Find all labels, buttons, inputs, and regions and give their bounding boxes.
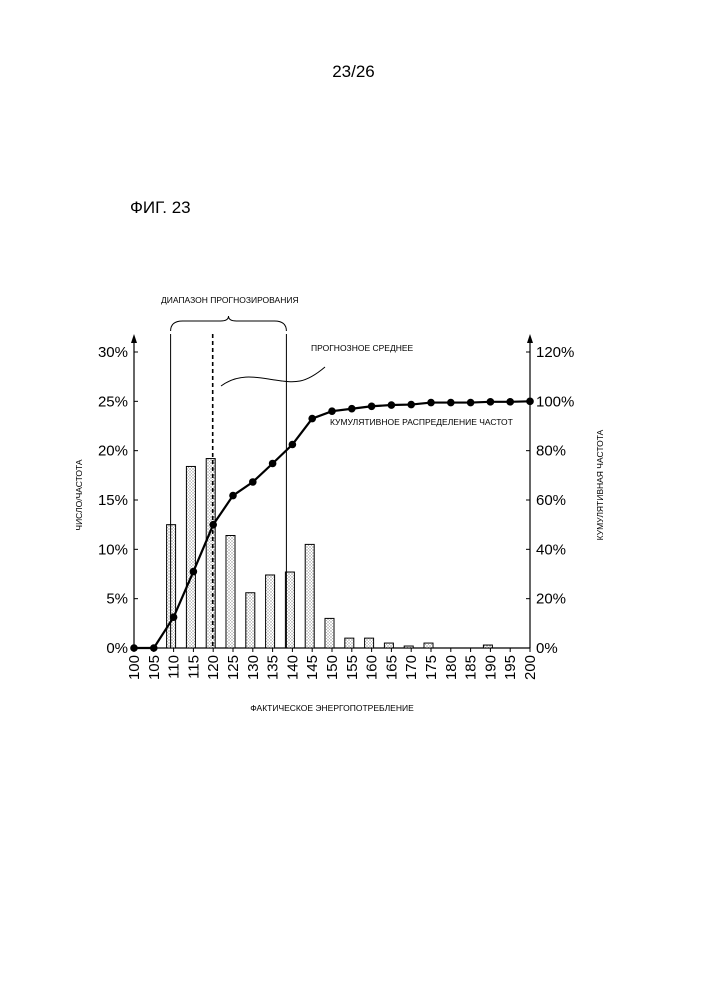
bar xyxy=(483,645,492,648)
y2-tick-label: 80% xyxy=(536,443,566,460)
bar xyxy=(365,638,374,648)
x-tick-label: 135 xyxy=(265,655,282,680)
y2-tick-label: 100% xyxy=(536,393,574,410)
x-tick-label: 115 xyxy=(185,655,202,679)
cumulative-point xyxy=(130,644,138,652)
y-tick-label: 25% xyxy=(98,393,128,410)
x-tick-label: 155 xyxy=(344,655,361,680)
forecast-mean-label: ПРОГНОЗНОЕ СРЕДНЕЕ xyxy=(311,343,414,353)
y2-tick-label: 40% xyxy=(536,541,566,558)
bar xyxy=(186,466,195,648)
cumulative-point xyxy=(407,401,415,409)
cumulative-point xyxy=(388,401,396,409)
bar xyxy=(305,544,314,648)
x-tick-label: 105 xyxy=(146,655,163,680)
forecast-range-label: ДИАПАЗОН ПРОГНОЗИРОВАНИЯ xyxy=(161,295,299,305)
x-axis-title: ФАКТИЧЕСКОЕ ЭНЕРГОПОТРЕБЛЕНИЕ xyxy=(250,703,414,713)
x-tick-label: 165 xyxy=(383,655,400,680)
cumulative-point xyxy=(229,492,237,500)
x-tick-label: 145 xyxy=(304,655,321,680)
cumulative-point xyxy=(348,405,356,413)
cumulative-point xyxy=(269,460,277,468)
bar xyxy=(266,575,275,648)
bar xyxy=(206,459,215,648)
x-tick-label: 125 xyxy=(225,655,242,680)
y-tick-label: 10% xyxy=(98,541,128,558)
left-axis-ticks: 0% 5% 10% 15% 20% 25% 30% xyxy=(98,344,138,657)
right-axis-ticks: 0% 20% 40% 60% 80% 100% 120% xyxy=(526,344,574,657)
bar xyxy=(325,618,334,648)
mean-leader-line xyxy=(221,367,325,386)
cumulative-point xyxy=(150,644,158,652)
x-tick-label: 175 xyxy=(423,655,440,680)
cumulative-point xyxy=(447,399,455,407)
y2-tick-label: 20% xyxy=(536,591,566,608)
x-tick-label: 180 xyxy=(443,655,460,680)
cumulative-point xyxy=(427,399,435,407)
right-axis-arrow xyxy=(527,334,533,343)
x-tick-label: 120 xyxy=(205,655,222,680)
x-axis-ticks: 1001051101151201251301351401451501551601… xyxy=(126,648,539,680)
y-tick-label: 15% xyxy=(98,492,128,509)
cumulative-point xyxy=(289,441,297,449)
cumulative-point xyxy=(328,407,336,415)
x-tick-label: 190 xyxy=(482,655,499,680)
y-tick-label: 5% xyxy=(106,591,128,608)
x-tick-label: 200 xyxy=(522,655,539,680)
x-tick-label: 100 xyxy=(126,655,143,680)
x-tick-label: 140 xyxy=(284,655,301,680)
y2-tick-label: 0% xyxy=(536,640,558,657)
forecast-range-brace xyxy=(171,316,287,331)
bar xyxy=(345,638,354,648)
x-tick-label: 110 xyxy=(166,655,183,679)
cumulative-point xyxy=(308,415,316,423)
bars xyxy=(167,459,493,648)
cumulative-point xyxy=(487,398,495,406)
bar xyxy=(226,536,235,648)
bar xyxy=(404,646,413,648)
cumulative-point xyxy=(506,398,514,406)
y2-tick-label: 60% xyxy=(536,492,566,509)
cumulative-point xyxy=(209,521,217,529)
cumulative-point xyxy=(467,399,475,407)
left-axis-arrow xyxy=(131,334,137,343)
cumulative-label: КУМУЛЯТИВНОЕ РАСПРЕДЕЛЕНИЕ ЧАСТОТ xyxy=(330,417,513,427)
y-tick-label: 20% xyxy=(98,443,128,460)
y2-axis-title: КУМУЛЯТИВНАЯ ЧАСТОТА xyxy=(595,429,605,540)
y2-tick-label: 120% xyxy=(536,344,574,361)
cumulative-point xyxy=(368,402,376,410)
x-tick-label: 170 xyxy=(403,655,420,680)
x-tick-label: 195 xyxy=(502,655,519,680)
x-tick-label: 130 xyxy=(245,655,262,680)
cumulative-point xyxy=(170,613,178,621)
y-tick-label: 30% xyxy=(98,344,128,361)
cumulative-point xyxy=(190,568,198,576)
bar xyxy=(384,643,393,648)
x-tick-label: 150 xyxy=(324,655,341,680)
cumulative-point xyxy=(249,478,257,486)
y-tick-label: 0% xyxy=(106,640,128,657)
bar xyxy=(246,593,255,648)
bar xyxy=(424,643,433,648)
x-tick-label: 160 xyxy=(364,655,381,680)
cumulative-point xyxy=(526,398,534,406)
x-tick-label: 185 xyxy=(463,655,480,680)
y-axis-title: ЧИСЛО/ЧАСТОТА xyxy=(74,459,84,531)
